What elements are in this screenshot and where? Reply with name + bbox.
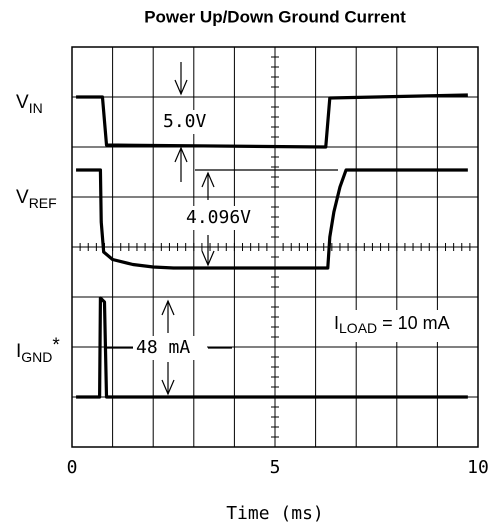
- dimension-marks: [105, 62, 338, 396]
- annotation: 4.096V: [186, 207, 251, 228]
- x-tick-label: 0: [67, 457, 78, 478]
- series-label-sub: IN: [29, 100, 43, 116]
- series-label: VIN: [16, 92, 43, 116]
- series-label: IGND*: [16, 335, 60, 365]
- load-label-text: = 10 mA: [377, 313, 450, 333]
- x-axis-label: Time (ms): [226, 503, 324, 524]
- annotation: 5.0V: [163, 111, 207, 132]
- annotation-bg: [182, 206, 264, 230]
- series-label-sub: REF: [29, 195, 57, 211]
- series-label-suffix: *: [52, 335, 60, 356]
- load-label-sub: LOAD: [339, 320, 377, 336]
- series-label: VREF: [16, 187, 57, 211]
- trace: [76, 296, 468, 399]
- trace: [76, 93, 468, 149]
- series-label-name: V: [16, 92, 29, 113]
- annotation-bg: [133, 336, 207, 360]
- trace: [76, 168, 468, 270]
- series-label-name: V: [16, 187, 29, 208]
- annotation: 48 mA: [136, 337, 190, 358]
- load-label-name: I: [334, 313, 339, 333]
- x-tick-label: 10: [467, 457, 489, 478]
- x-tick-label: 5: [270, 457, 281, 478]
- load-label: ILOAD = 10 mA: [334, 313, 450, 336]
- series-label-sub: GND: [21, 349, 52, 365]
- series-label-name: I: [16, 341, 21, 362]
- chart-title: Power Up/Down Ground Current: [144, 7, 406, 26]
- annotation-bg: [160, 110, 218, 134]
- annotation-bg: [330, 310, 472, 342]
